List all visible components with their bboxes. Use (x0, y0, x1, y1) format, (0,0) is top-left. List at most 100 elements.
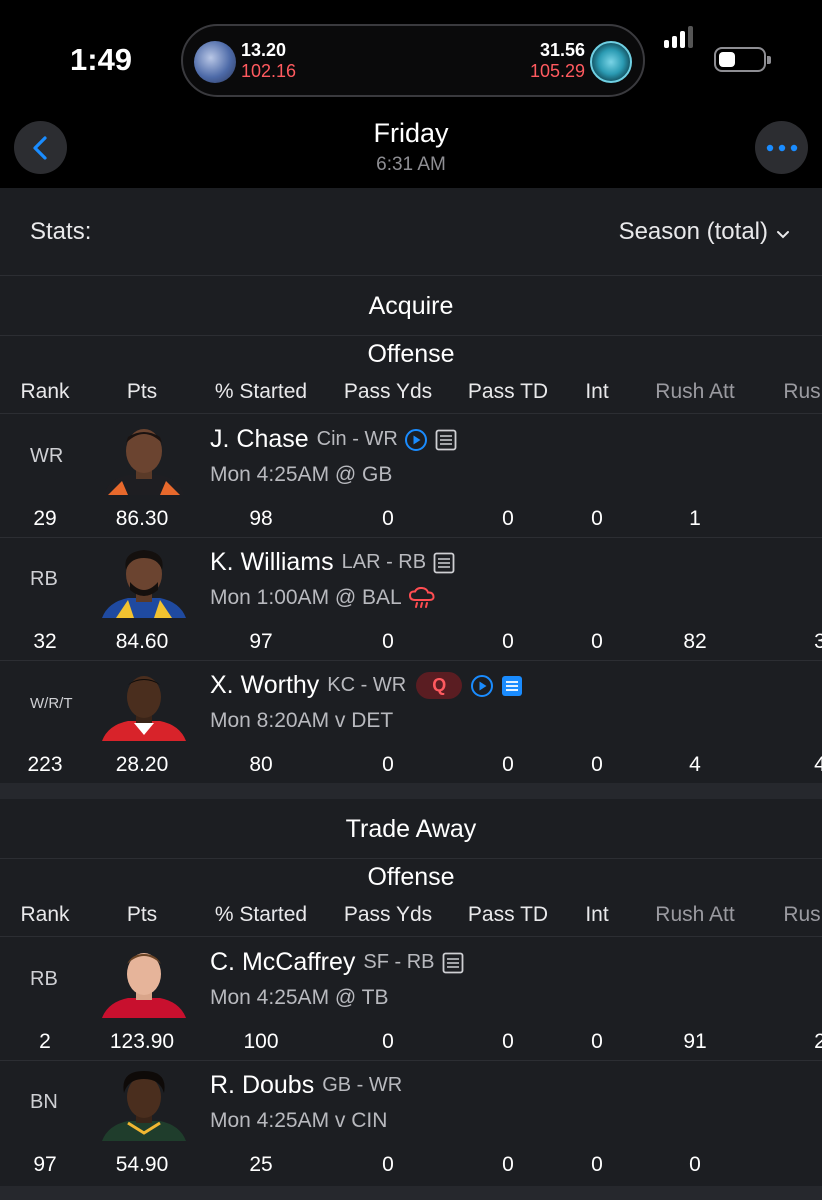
player-team-pos: GB - WR (322, 1074, 403, 1096)
val-pct-started: 80 (249, 753, 273, 776)
more-button[interactable] (755, 121, 808, 174)
player-row-williams[interactable]: RB K. Williams LAR - RB Mon 1:00AM @ BAL… (0, 538, 822, 661)
player-name-line: K. Williams LAR - RB (210, 548, 456, 577)
val-pass-td: 0 (502, 1030, 514, 1053)
val-rush-att: 0 (689, 1153, 701, 1176)
play-video-icon[interactable] (404, 428, 428, 452)
player-row-worthy[interactable]: W/R/T X. Worthy KC - WR Q Mon 8:20AM v D… (0, 661, 822, 783)
val-pts: 28.20 (115, 753, 169, 776)
stats-label: Stats: (30, 218, 92, 245)
val-rush-att: 82 (683, 630, 707, 653)
col-pct-started[interactable]: % Started (214, 903, 308, 926)
player-name[interactable]: R. Doubs (210, 1071, 315, 1099)
player-notes-icon[interactable] (434, 428, 458, 452)
val-rush-truncated: 2 (814, 1030, 822, 1054)
stats-period-value: Season (total) (618, 218, 768, 245)
val-int: 0 (591, 1030, 603, 1053)
col-rush-att[interactable]: Rush Att (655, 380, 735, 403)
player-name-line: X. Worthy KC - WR Q (210, 671, 524, 700)
play-video-icon[interactable] (470, 674, 494, 698)
val-rank: 2 (39, 1030, 51, 1053)
val-pass-td: 0 (502, 1153, 514, 1176)
column-header-acquire: Rank Pts % Started Pass Yds Pass TD Int … (0, 378, 822, 414)
player-game-info: Mon 1:00AM @ BAL (210, 586, 436, 610)
player-name-line: J. Chase Cin - WR (210, 425, 458, 454)
stats-selector-row: Stats: Season (total) (0, 188, 822, 276)
weather-rain-icon[interactable] (408, 587, 436, 609)
val-pass-yds: 0 (382, 1030, 394, 1053)
player-position: BN (30, 1091, 58, 1113)
val-pass-yds: 0 (382, 753, 394, 776)
val-rank: 32 (33, 630, 57, 653)
col-rush-truncated[interactable]: Rus (783, 903, 821, 926)
player-row-chase[interactable]: WR J. Chase Cin - WR Mon 4:25AM @ GB 29 … (0, 415, 822, 538)
player-team-pos: LAR - RB (341, 551, 427, 573)
val-pts: 84.60 (115, 630, 169, 653)
val-int: 0 (591, 507, 603, 530)
score-right: 31.56 105.29 (530, 40, 585, 82)
val-pts: 54.90 (115, 1153, 169, 1176)
val-rank: 223 (27, 753, 63, 776)
more-dots-icon (766, 144, 797, 151)
val-pct-started: 100 (243, 1030, 279, 1053)
col-pass-yds[interactable]: Pass Yds (343, 903, 433, 926)
score-left-live: 13.20 (241, 40, 287, 60)
live-activity-scoreboard[interactable]: 13.20 102.16 31.56 105.29 (181, 24, 645, 97)
player-position: WR (30, 445, 64, 467)
player-game-info: Mon 4:25AM @ TB (210, 986, 389, 1009)
col-pct-started[interactable]: % Started (214, 380, 308, 403)
col-pts[interactable]: Pts (126, 903, 158, 926)
val-pct-started: 25 (249, 1153, 273, 1176)
player-position: W/R/T (30, 695, 73, 712)
chevron-left-icon (32, 135, 47, 160)
val-rush-truncated: 3 (814, 630, 822, 654)
player-row-doubs[interactable]: BN R. Doubs GB - WR Mon 4:25AM v CIN 97 … (0, 1061, 822, 1186)
val-pass-td: 0 (502, 630, 514, 653)
stats-period-dropdown[interactable]: Season (total) (619, 218, 790, 247)
player-name[interactable]: K. Williams (210, 548, 334, 576)
status-bar: 1:49 13.20 102.16 31.56 105.29 Friday 6:… (0, 0, 822, 188)
injury-status-badge[interactable]: Q (416, 672, 463, 699)
val-pct-started: 97 (249, 630, 273, 653)
col-int[interactable]: Int (585, 380, 609, 403)
col-pass-td[interactable]: Pass TD (467, 903, 549, 926)
back-button[interactable] (14, 121, 67, 174)
player-name[interactable]: X. Worthy (210, 671, 320, 699)
val-pass-yds: 0 (382, 1153, 394, 1176)
col-rank[interactable]: Rank (20, 903, 70, 926)
val-pts: 86.30 (115, 507, 169, 530)
clock: 1:49 (70, 42, 133, 77)
player-headshot (98, 1071, 190, 1141)
player-notes-icon[interactable] (432, 551, 456, 575)
team-avatar-right (590, 41, 632, 83)
col-pass-td[interactable]: Pass TD (467, 380, 549, 403)
section-title-acquire: Acquire (0, 276, 822, 336)
val-pct-started: 98 (249, 507, 273, 530)
val-pass-td: 0 (502, 753, 514, 776)
player-notes-new-icon[interactable] (500, 674, 524, 698)
score-left: 13.20 102.16 (241, 40, 296, 82)
group-title-offense-trade: Offense (367, 863, 455, 891)
col-rush-truncated[interactable]: Rus (783, 380, 821, 403)
val-rush-att: 1 (689, 507, 701, 530)
player-row-mccaffrey[interactable]: RB C. McCaffrey SF - RB Mon 4:25AM @ TB … (0, 938, 822, 1061)
player-team-pos: Cin - WR (316, 428, 398, 450)
score-right-projected: 105.29 (529, 61, 585, 81)
player-headshot (98, 425, 190, 495)
val-rush-truncated: 4 (814, 753, 822, 776)
section-title-trade-away: Trade Away (0, 799, 822, 859)
col-rank[interactable]: Rank (20, 380, 70, 403)
val-pass-td: 0 (502, 507, 514, 530)
score-left-projected: 102.16 (241, 61, 297, 81)
player-name[interactable]: J. Chase (210, 425, 309, 453)
col-pts[interactable]: Pts (126, 380, 158, 403)
player-name-line: R. Doubs GB - WR (210, 1071, 402, 1100)
player-notes-icon[interactable] (441, 951, 465, 975)
val-int: 0 (591, 630, 603, 653)
val-rush-att: 91 (683, 1030, 707, 1053)
col-pass-yds[interactable]: Pass Yds (343, 380, 433, 403)
player-game-text: Mon 1:00AM @ BAL (210, 586, 402, 609)
col-rush-att[interactable]: Rush Att (655, 903, 735, 926)
player-name[interactable]: C. McCaffrey (210, 948, 356, 976)
col-int[interactable]: Int (585, 903, 609, 926)
